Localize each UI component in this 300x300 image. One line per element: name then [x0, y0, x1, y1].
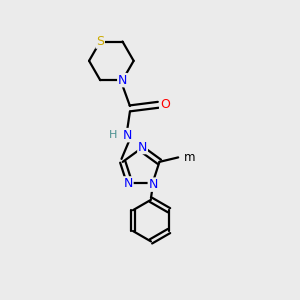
Text: N: N [138, 140, 147, 154]
Text: O: O [160, 98, 170, 111]
Text: N: N [118, 74, 127, 87]
Text: N: N [122, 129, 132, 142]
Text: m: m [184, 151, 196, 164]
Text: N: N [124, 177, 133, 190]
Text: H: H [109, 130, 117, 140]
Text: N: N [148, 178, 158, 191]
Text: S: S [96, 35, 104, 48]
